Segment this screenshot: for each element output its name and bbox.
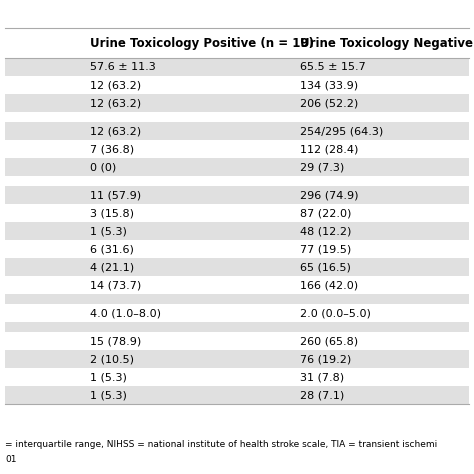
Text: 28 (7.1): 28 (7.1) (300, 390, 344, 400)
Bar (5, 58, 469, 76)
Bar (5, 322, 469, 332)
Bar (5, 222, 469, 240)
Text: Urine Toxicology Negative (n: Urine Toxicology Negative (n (300, 36, 474, 49)
Text: 12 (63.2): 12 (63.2) (90, 80, 141, 90)
Text: 77 (19.5): 77 (19.5) (300, 244, 351, 254)
Bar (5, 94, 469, 112)
Text: = interquartile range, NIHSS = national institute of health stroke scale, TIA = : = interquartile range, NIHSS = national … (5, 440, 437, 449)
Text: 1 (5.3): 1 (5.3) (90, 372, 127, 382)
Bar (5, 294, 469, 304)
Text: 296 (74.9): 296 (74.9) (300, 190, 358, 200)
Text: 166 (42.0): 166 (42.0) (300, 280, 358, 290)
Text: 11 (57.9): 11 (57.9) (90, 190, 141, 200)
Text: 12 (63.2): 12 (63.2) (90, 98, 141, 108)
Text: 01: 01 (5, 455, 17, 464)
Text: 112 (28.4): 112 (28.4) (300, 144, 358, 154)
Text: 29 (7.3): 29 (7.3) (300, 162, 344, 172)
Text: 12 (63.2): 12 (63.2) (90, 126, 141, 136)
Text: 14 (73.7): 14 (73.7) (90, 280, 141, 290)
Text: 65.5 ± 15.7: 65.5 ± 15.7 (300, 62, 366, 72)
Bar (5, 158, 469, 176)
Bar (5, 386, 469, 404)
Text: 31 (7.8): 31 (7.8) (300, 372, 344, 382)
Text: Urine Toxicology Positive (n = 19): Urine Toxicology Positive (n = 19) (90, 36, 314, 49)
Bar (5, 258, 469, 276)
Text: 206 (52.2): 206 (52.2) (300, 98, 358, 108)
Bar (5, 186, 469, 204)
Text: 4 (21.1): 4 (21.1) (90, 262, 134, 272)
Text: 48 (12.2): 48 (12.2) (300, 226, 351, 236)
Text: 2 (10.5): 2 (10.5) (90, 354, 134, 364)
Text: 260 (65.8): 260 (65.8) (300, 336, 358, 346)
Text: 254/295 (64.3): 254/295 (64.3) (300, 126, 383, 136)
Text: 2.0 (0.0–5.0): 2.0 (0.0–5.0) (300, 308, 371, 318)
Text: 65 (16.5): 65 (16.5) (300, 262, 351, 272)
Text: 0 (0): 0 (0) (90, 162, 116, 172)
Text: 4.0 (1.0–8.0): 4.0 (1.0–8.0) (90, 308, 161, 318)
Text: 87 (22.0): 87 (22.0) (300, 208, 351, 218)
Text: 6 (31.6): 6 (31.6) (90, 244, 134, 254)
Text: 3 (15.8): 3 (15.8) (90, 208, 134, 218)
Text: 76 (19.2): 76 (19.2) (300, 354, 351, 364)
Text: 1 (5.3): 1 (5.3) (90, 226, 127, 236)
Bar (5, 350, 469, 368)
Text: 15 (78.9): 15 (78.9) (90, 336, 141, 346)
Text: 7 (36.8): 7 (36.8) (90, 144, 134, 154)
Bar (5, 122, 469, 140)
Text: 134 (33.9): 134 (33.9) (300, 80, 358, 90)
Text: 57.6 ± 11.3: 57.6 ± 11.3 (90, 62, 156, 72)
Text: 1 (5.3): 1 (5.3) (90, 390, 127, 400)
